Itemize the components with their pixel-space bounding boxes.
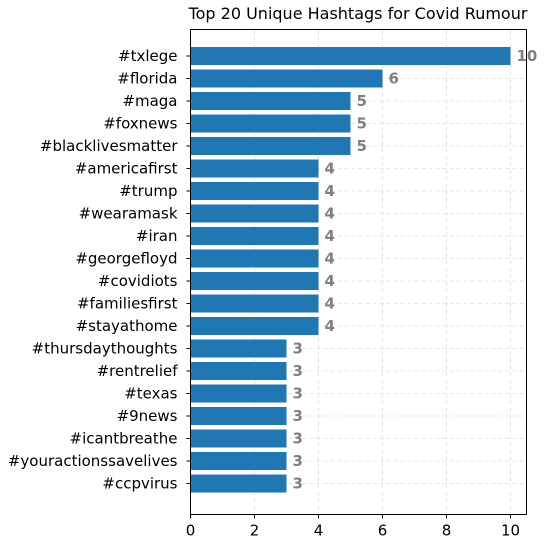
y-tick-label: #thursdaythoughts: [32, 340, 178, 358]
bar-value-label: 3: [293, 362, 303, 380]
bar-value-label: 4: [325, 182, 335, 200]
y-tick-label: #ccpvirus: [102, 475, 177, 493]
bar-value-label: 6: [389, 70, 399, 88]
x-tick-label: 2: [250, 522, 260, 540]
y-tick-label: #txlege: [118, 47, 177, 65]
y-tick-labels: #txlege #florida #maga #foxnews #blacklivesm…: [8, 47, 191, 493]
x-tick-label: 6: [378, 522, 388, 540]
bar: [190, 137, 351, 155]
bar: [190, 317, 319, 335]
y-tick-label: #iran: [136, 227, 178, 245]
bar: [190, 182, 319, 200]
bar-value-label: 3: [293, 385, 303, 403]
bar-value-label: 4: [325, 227, 335, 245]
bar: [190, 227, 319, 245]
bar-value-label: 3: [293, 407, 303, 425]
chart-title: Top 20 Unique Hashtags for Covid Rumour: [188, 4, 528, 23]
plot-frame: [190, 29, 527, 515]
bar: [190, 92, 351, 110]
bar-value-label: 5: [357, 92, 367, 110]
y-tick-label: #rentrelief: [97, 362, 179, 380]
x-tick-label: 8: [442, 522, 452, 540]
bar: [190, 69, 383, 88]
bar-value-label: 3: [293, 452, 303, 470]
bar-value-label: 3: [293, 340, 303, 358]
y-tick-label: #americafirst: [75, 160, 178, 178]
x-tick-labels: 0 2 4 6 8 10: [186, 514, 520, 540]
y-tick-label: #icantbreathe: [70, 430, 178, 448]
bar: [190, 474, 287, 493]
bar-value-label: 4: [325, 295, 335, 313]
y-tick-label: #maga: [122, 92, 177, 110]
bars: [190, 47, 511, 493]
bar-value-label: 4: [325, 205, 335, 223]
bar: [190, 452, 287, 470]
x-tick-label: 4: [314, 522, 324, 540]
bar: [190, 114, 351, 133]
bar-value-label: 3: [293, 430, 303, 448]
bar: [190, 204, 319, 223]
y-tick-label: #georgefloyd: [75, 250, 177, 268]
x-tick-label: 0: [186, 522, 196, 540]
bar: [190, 249, 319, 268]
y-tick-label: #9news: [117, 407, 178, 425]
bar-value-label: 4: [325, 160, 335, 178]
bar: [190, 429, 287, 448]
bar: [190, 407, 287, 425]
bar: [190, 339, 287, 358]
bar-value-label: 4: [325, 272, 335, 290]
bar: [190, 272, 319, 290]
y-tick-label: #stayathome: [76, 317, 178, 335]
y-tick-label: #texas: [124, 385, 177, 403]
y-tick-label: #blacklivesmatter: [40, 137, 178, 155]
bar: [190, 362, 287, 380]
y-tick-label: #familiesfirst: [77, 295, 178, 313]
bar-value-label: 4: [325, 317, 335, 335]
y-tick-label: #florida: [117, 70, 177, 88]
y-tick-label: #foxnews: [103, 115, 177, 133]
bar: [190, 47, 511, 65]
bar-value-label: 5: [357, 115, 367, 133]
bar: [190, 384, 287, 403]
bar-value-label: 4: [325, 250, 335, 268]
bar: [190, 294, 319, 313]
y-tick-label: #youractionssavelives: [8, 452, 178, 470]
bar: [190, 159, 319, 178]
bar-value-label: 3: [293, 475, 303, 493]
x-tick-label: 10: [501, 522, 520, 540]
y-tick-label: #wearamask: [79, 205, 178, 223]
bar-value-label: 5: [357, 137, 367, 155]
y-tick-label: #covidiots: [98, 272, 178, 290]
y-tick-label: #trump: [119, 182, 177, 200]
